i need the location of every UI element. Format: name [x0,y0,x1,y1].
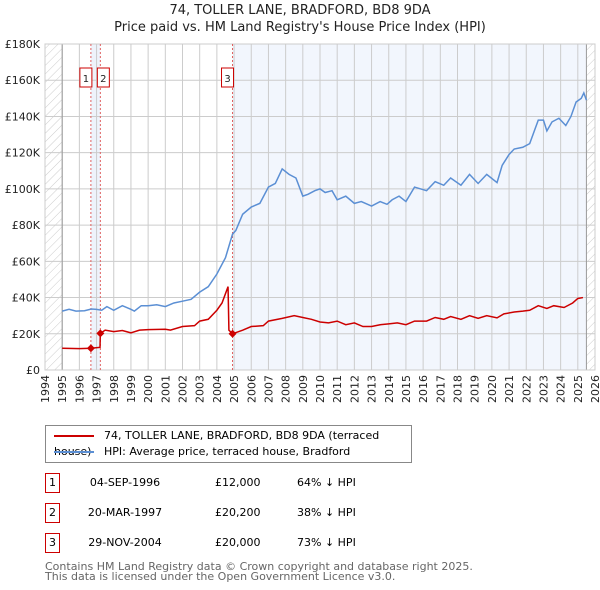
y-tick-label: £100K [5,183,41,196]
x-tick-label: 2020 [486,375,499,403]
x-tick-label: 2004 [211,375,224,403]
x-tick-label: 2025 [572,375,585,403]
hpi-diff: 38% ↓ HPI [297,506,356,519]
sale-marker-label: 1 [83,74,89,85]
x-tick-label: 2023 [537,375,550,403]
x-tick-label: 2022 [520,375,533,403]
x-tick-label: 2016 [417,375,430,403]
x-tick-label: 1995 [56,375,69,403]
sale-marker [228,329,237,338]
property-price-line [62,286,584,350]
x-tick-label: 2000 [142,375,155,403]
x-tick-label: 2008 [280,375,293,403]
y-tick-label: £0 [26,364,40,377]
x-tick-label: 2026 [589,375,600,403]
sale-marker-label: 3 [224,74,230,85]
x-tick-label: 1999 [125,375,138,403]
x-tick-label: 2005 [228,375,241,403]
plot-border [44,43,596,371]
legend-item-hpi: HPI: Average price, terraced house, Brad… [54,444,350,460]
x-tick-label: 2002 [177,375,190,403]
x-tick-label: 2012 [348,375,361,403]
sale-marker-label: 2 [100,74,106,85]
sale-marker-box [221,67,235,88]
transaction-row: 1 04-SEP-1996 £12,000 64% ↓ HPI [45,473,445,493]
y-tick-label: £160K [5,74,41,87]
price: £20,200 [215,506,261,519]
y-tick-label: £80K [12,219,41,232]
x-tick-label: 2009 [297,375,310,403]
hpi-diff: 73% ↓ HPI [297,536,356,549]
x-tick-label: 2013 [366,375,379,403]
price: £20,000 [215,536,261,549]
sale-marker-box [79,67,93,88]
transaction-row: 3 29-NOV-2004 £20,000 73% ↓ HPI [45,533,445,553]
x-tick-label: 2011 [331,375,344,403]
x-tick-label: 2007 [262,375,275,403]
transaction-row: 2 20-MAR-1997 £20,200 38% ↓ HPI [45,503,445,523]
shade-region [90,44,101,370]
footer-copyright: Contains HM Land Registry data © Crown c… [45,560,473,573]
price: £12,000 [215,476,261,489]
x-tick-label: 2010 [314,375,327,403]
legend-item-property: 74, TOLLER LANE, BRADFORD, BD8 9DA (terr… [54,428,411,458]
hatch-before-data [45,44,63,370]
footer: Contains HM Land Registry data © Crown c… [45,560,473,583]
y-tick-label: £180K [5,38,41,51]
sale-marker-box [96,67,110,88]
x-tick-label: 2024 [555,375,568,403]
x-tick-label: 1996 [73,375,86,403]
x-tick-label: 2018 [452,375,465,403]
x-tick-label: 1994 [39,375,52,403]
legend-label: HPI: Average price, terraced house, Brad… [104,445,351,458]
x-tick-label: 2019 [469,375,482,403]
y-tick-label: £60K [12,255,41,268]
marker-badge: 1 [45,473,60,493]
sale-marker [86,344,95,353]
x-tick-label: 2003 [194,375,207,403]
legend: 74, TOLLER LANE, BRADFORD, BD8 9DA (terr… [45,425,412,463]
chart-title: 74, TOLLER LANE, BRADFORD, BD8 9DA [169,3,431,18]
plot-area: 1994 1995 1996 1997 1998 1999 2000 2001 2002 2003… [5,38,600,403]
chart-subtitle: Price paid vs. HM Land Registry's House … [114,20,486,35]
x-tick-label: 1998 [108,375,121,403]
y-tick-label: £120K [5,147,41,160]
sale-marker [96,329,105,338]
x-tick-label: 1997 [91,375,104,403]
footer-licence: This data is licensed under the Open Gov… [45,570,396,583]
y-tick-label: £20K [12,328,41,341]
hpi-diff: 64% ↓ HPI [297,476,356,489]
marker-badge: 3 [45,533,60,553]
date: 04-SEP-1996 [89,476,161,489]
date: 20-MAR-1997 [87,506,163,519]
x-tick-label: 2017 [434,375,447,403]
x-tick-label: 2014 [383,375,396,403]
marker-badge: 2 [45,503,60,523]
x-tick-label: 2021 [503,375,516,403]
date: 29-NOV-2004 [88,536,162,549]
x-tick-label: 2001 [159,375,172,403]
hpi-line [61,90,588,313]
hatch-after-data [586,44,595,370]
y-tick-label: £140K [5,110,41,123]
legend-label: 74, TOLLER LANE, BRADFORD, BD8 9DA (terr… [54,429,380,458]
x-tick-label: 2006 [245,375,258,403]
y-tick-label: £40K [12,292,41,305]
x-tick-label: 2015 [400,375,413,403]
